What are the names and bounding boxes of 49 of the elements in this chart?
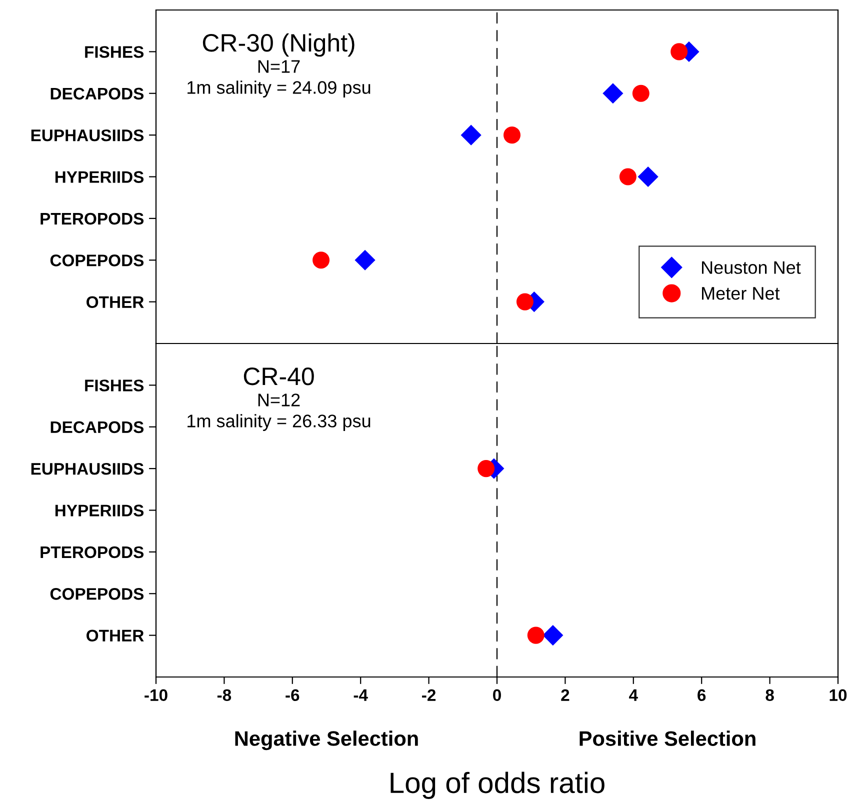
annotation: N=17 [258, 60, 300, 73]
y-tick-label: COPEPODS [50, 588, 144, 600]
point [632, 84, 650, 102]
point [619, 168, 636, 186]
y-tick-label: HYPERIIDS [55, 171, 144, 183]
x-tick-label: 6 [698, 689, 706, 702]
annotation: N=12 [258, 394, 300, 406]
y-tick-label: PTEROPODS [40, 546, 144, 558]
y-tick-label: FISHES [85, 46, 144, 58]
legend-label: Neuston Net [702, 261, 801, 274]
y-tick-label: DECAPODS [50, 421, 144, 434]
point [527, 626, 544, 644]
y-tick-label: DECAPODS [50, 88, 144, 100]
point [312, 252, 330, 269]
x-tick-label: -8 [217, 689, 232, 702]
point [460, 124, 482, 146]
x-tick-label: -2 [422, 689, 436, 701]
y-tick-label: OTHER [86, 630, 144, 642]
point [602, 83, 624, 104]
x-tick-label: 10 [830, 689, 847, 702]
y-tick-label: OTHER [86, 296, 144, 308]
text: Negative Selection [235, 730, 418, 750]
point [354, 250, 376, 270]
y-tick-label: COPEPODS [50, 254, 144, 266]
x-tick-label: 8 [766, 689, 774, 702]
x-tick-label: 2 [561, 689, 570, 701]
y-tick-label: EUPHAUSIIDS [31, 462, 144, 475]
x-tick-label: 0 [493, 689, 501, 702]
x-tick-label: -4 [354, 689, 368, 701]
x-tick-label: -10 [144, 689, 168, 702]
point [504, 126, 521, 144]
y-tick-label: PTEROPODS [40, 212, 144, 225]
y-tick-label: FISHES [85, 380, 144, 392]
x-axis-title: Log of odds ratio [390, 772, 604, 799]
x-tick-label: 4 [629, 689, 638, 701]
point [638, 166, 658, 188]
x-tick-label: -6 [286, 689, 300, 702]
text: Positive Selection [580, 730, 756, 746]
y-tick-label: EUPHAUSIIDS [31, 129, 144, 142]
annotation: 1m salinity = 26.33 psu [188, 414, 370, 431]
point [670, 43, 688, 60]
point [516, 293, 534, 310]
text: CR-30 (Night) [202, 33, 354, 57]
y-tick-label: HYPERIIDS [55, 504, 144, 516]
point [478, 460, 495, 478]
legend-label: Meter Net [702, 287, 780, 300]
point [542, 625, 564, 646]
text: CR-40 [244, 368, 314, 386]
annotation: 1m salinity = 24.09 psu [188, 80, 370, 98]
